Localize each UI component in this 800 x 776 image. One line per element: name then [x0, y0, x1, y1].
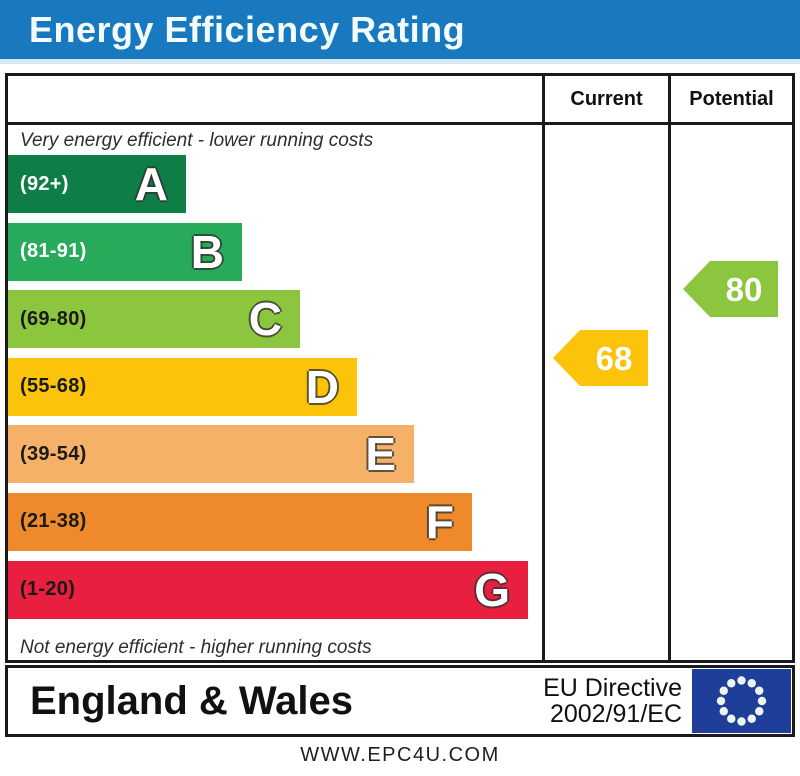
band-letter: D: [305, 360, 339, 413]
band-letter: F: [425, 495, 454, 548]
band-row-b: (81-91) B: [8, 222, 542, 281]
header-divider-line: [8, 122, 792, 125]
band-bar-d: (55-68) D: [8, 357, 357, 416]
band-scale: Very energy efficient - lower running co…: [8, 125, 542, 660]
eu-directive-line2: 2002/91/EC: [549, 700, 682, 728]
website-label: WWW.EPC4U.COM: [300, 744, 500, 766]
column-header-current: Current: [570, 87, 643, 110]
band-bar-e: (39-54) E: [8, 425, 414, 484]
eu-flag-icon: [692, 669, 791, 733]
eu-directive-label: EU Directive 2002/91/EC: [543, 673, 682, 728]
column-header-potential: Potential: [689, 87, 774, 110]
band-row-d: (55-68) D: [8, 357, 542, 416]
footer: England & Wales EU Directive 2002/91/EC: [5, 665, 795, 737]
title-bar: Energy Efficiency Rating: [0, 0, 800, 59]
band-row-e: (39-54) E: [8, 425, 542, 484]
top-note: Very energy efficient - lower running co…: [20, 130, 374, 151]
band-range-label: (81-91): [20, 240, 87, 263]
region-label: England & Wales: [30, 678, 354, 723]
band-letter: G: [474, 563, 510, 616]
band-letter: E: [365, 428, 396, 481]
potential-rating-arrow: 80: [683, 261, 778, 317]
bottom-note: Not energy efficient - higher running co…: [20, 637, 372, 659]
band-letter: A: [134, 158, 168, 210]
band-range-label: (55-68): [20, 375, 87, 398]
band-range-label: (92+): [20, 172, 69, 195]
band-range-label: (1-20): [20, 578, 76, 601]
rating-table: Current Potential Very energy efficient …: [5, 73, 795, 663]
band-bar-a: (92+) A: [8, 155, 186, 213]
page-title: Energy Efficiency Rating: [29, 8, 466, 50]
current-rating-arrow: 68: [553, 330, 648, 386]
band-bar-g: (1-20) G: [8, 560, 528, 619]
potential-rating-value: 80: [726, 271, 763, 308]
band-range-label: (39-54): [20, 442, 87, 465]
band-letter: B: [190, 225, 224, 278]
band-range-label: (69-80): [20, 307, 87, 330]
band-letter: C: [248, 293, 282, 346]
band-bar-c: (69-80) C: [8, 290, 300, 349]
title-bar-underline: [0, 59, 800, 64]
band-row-c: (69-80) C: [8, 290, 542, 349]
eu-directive-line1: EU Directive: [543, 673, 682, 702]
column-divider-line: [542, 76, 545, 660]
band-row-a: (92+) A: [8, 155, 542, 213]
current-rating-value: 68: [596, 340, 633, 377]
band-bar-b: (81-91) B: [8, 222, 242, 281]
band-row-f: (21-38) F: [8, 492, 542, 551]
band-range-label: (21-38): [20, 510, 87, 533]
band-row-g: (1-20) G: [8, 560, 542, 619]
column-divider-line: [668, 76, 671, 660]
band-bar-f: (21-38) F: [8, 492, 472, 551]
